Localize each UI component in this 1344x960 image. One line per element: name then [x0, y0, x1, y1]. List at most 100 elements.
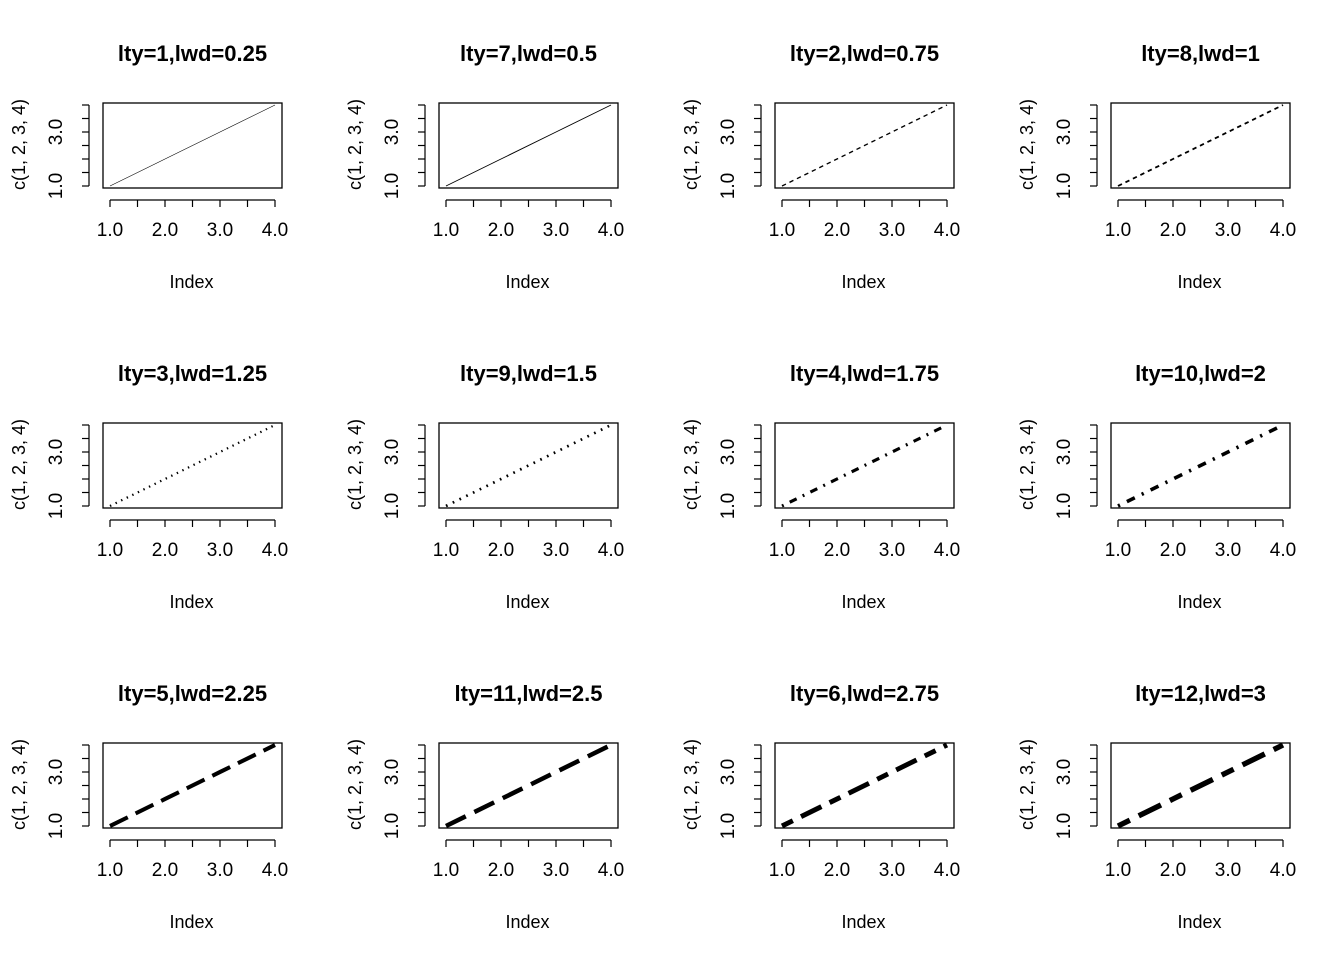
plot-frame [438, 102, 619, 189]
series-line [781, 423, 948, 508]
series-line [445, 104, 612, 187]
plot-panel: lty=12,lwd=3 1.0 3.0 1.0 2.0 3.0 4.0 Index c(1, … [1017, 681, 1296, 932]
x-tick-label: 2.0 [488, 540, 514, 561]
plot-panel: lty=6,lwd=2.75 1.0 3.0 1.0 2.0 3.0 4.0 Index c(1… [681, 681, 960, 932]
y-tick-label: 3.0 [46, 759, 67, 785]
y-tick-label: 3.0 [718, 759, 739, 785]
x-tick-label: 2.0 [1160, 540, 1186, 561]
plot-panel: lty=5,lwd=2.25 1.0 3.0 1.0 2.0 3.0 4.0 Index c(1… [9, 681, 288, 932]
plot-title: lty=1,lwd=0.25 [118, 41, 267, 66]
x-tick-label: 3.0 [543, 540, 569, 561]
y-tick-label: 1.0 [718, 493, 739, 519]
x-axis-label: Index [841, 272, 885, 292]
y-tick-label: 1.0 [1054, 813, 1075, 839]
series-line [781, 104, 948, 187]
y-tick-label: 3.0 [46, 119, 67, 145]
series-line [1116, 742, 1285, 829]
x-tick-label: 1.0 [433, 860, 459, 881]
x-tick-label: 2.0 [488, 860, 514, 881]
plot-title: lty=9,lwd=1.5 [460, 361, 597, 386]
series-line [445, 423, 612, 508]
y-axis-label: c(1, 2, 3, 4) [1017, 419, 1037, 510]
x-tick-label: 2.0 [1160, 220, 1186, 241]
x-tick-label: 3.0 [543, 220, 569, 241]
y-tick-label: 1.0 [382, 813, 403, 839]
x-tick-label: 1.0 [769, 860, 795, 881]
y-tick-label: 1.0 [382, 493, 403, 519]
x-tick-label: 3.0 [207, 220, 233, 241]
series-line [109, 423, 276, 508]
x-tick-label: 4.0 [262, 860, 288, 881]
y-tick-label: 1.0 [718, 813, 739, 839]
plot-frame [1110, 742, 1291, 829]
x-tick-label: 3.0 [1215, 540, 1241, 561]
x-axis-label: Index [841, 912, 885, 932]
x-tick-label: 4.0 [934, 540, 960, 561]
plot-frame [774, 742, 955, 829]
plot-panel: lty=3,lwd=1.25 1.0 3.0 1.0 2.0 3.0 4.0 Index c(1… [9, 361, 288, 612]
x-axis-label: Index [1177, 592, 1221, 612]
plot-frame [102, 102, 283, 189]
plot-panel: lty=1,lwd=0.25 1.0 3.0 1.0 2.0 3.0 4.0 Index c(1… [9, 41, 288, 292]
y-tick-label: 3.0 [382, 119, 403, 145]
plot-frame [1110, 422, 1291, 509]
x-tick-label: 4.0 [934, 220, 960, 241]
x-tick-label: 1.0 [97, 540, 123, 561]
y-axis-label: c(1, 2, 3, 4) [681, 739, 701, 830]
plot-frame [774, 102, 955, 189]
x-tick-label: 4.0 [262, 540, 288, 561]
y-axis-label: c(1, 2, 3, 4) [1017, 739, 1037, 830]
x-tick-label: 4.0 [598, 860, 624, 881]
x-tick-label: 4.0 [1270, 540, 1296, 561]
x-tick-label: 2.0 [488, 220, 514, 241]
x-tick-label: 1.0 [769, 220, 795, 241]
x-tick-label: 4.0 [1270, 220, 1296, 241]
plot-title: lty=5,lwd=2.25 [118, 681, 267, 706]
y-tick-label: 3.0 [1054, 439, 1075, 465]
plot-frame [774, 422, 955, 509]
series-line [1117, 104, 1284, 187]
y-tick-label: 1.0 [1054, 173, 1075, 199]
x-axis-label: Index [169, 272, 213, 292]
x-axis-label: Index [1177, 272, 1221, 292]
x-axis-label: Index [505, 272, 549, 292]
x-tick-label: 2.0 [152, 860, 178, 881]
x-axis-label: Index [841, 592, 885, 612]
series-line [109, 104, 276, 187]
x-tick-label: 1.0 [97, 220, 123, 241]
x-tick-label: 3.0 [1215, 220, 1241, 241]
x-axis-label: Index [505, 592, 549, 612]
y-axis-label: c(1, 2, 3, 4) [9, 99, 29, 190]
y-tick-label: 3.0 [382, 759, 403, 785]
x-axis-label: Index [169, 592, 213, 612]
plot-title: lty=2,lwd=0.75 [790, 41, 939, 66]
x-tick-label: 4.0 [262, 220, 288, 241]
x-tick-label: 1.0 [769, 540, 795, 561]
y-tick-label: 1.0 [1054, 493, 1075, 519]
plot-panel: lty=9,lwd=1.5 1.0 3.0 1.0 2.0 3.0 4.0 Index c(1,… [345, 361, 624, 612]
series-line [780, 742, 949, 829]
y-tick-label: 3.0 [382, 439, 403, 465]
x-tick-label: 2.0 [1160, 860, 1186, 881]
x-tick-label: 3.0 [207, 860, 233, 881]
plot-frame [438, 742, 619, 829]
y-tick-label: 1.0 [382, 173, 403, 199]
plot-frame [1110, 102, 1291, 189]
y-tick-label: 3.0 [1054, 759, 1075, 785]
x-tick-label: 3.0 [879, 540, 905, 561]
plot-title: lty=7,lwd=0.5 [460, 41, 597, 66]
x-tick-label: 4.0 [598, 220, 624, 241]
plot-panel: lty=7,lwd=0.5 1.0 3.0 1.0 2.0 3.0 4.0 Index c(1,… [345, 41, 624, 292]
y-axis-label: c(1, 2, 3, 4) [681, 419, 701, 510]
plot-title: lty=4,lwd=1.75 [790, 361, 939, 386]
plot-frame [102, 742, 283, 829]
x-tick-label: 3.0 [879, 220, 905, 241]
y-axis-label: c(1, 2, 3, 4) [345, 739, 365, 830]
plot-panel: lty=11,lwd=2.5 1.0 3.0 1.0 2.0 3.0 4.0 Index c(1… [345, 681, 624, 932]
plot-panel: lty=2,lwd=0.75 1.0 3.0 1.0 2.0 3.0 4.0 Index c(1… [681, 41, 960, 292]
plot-panel: lty=4,lwd=1.75 1.0 3.0 1.0 2.0 3.0 4.0 Index c(1… [681, 361, 960, 612]
x-tick-label: 1.0 [97, 860, 123, 881]
plot-title: lty=11,lwd=2.5 [455, 681, 603, 706]
plot-frame [438, 422, 619, 509]
